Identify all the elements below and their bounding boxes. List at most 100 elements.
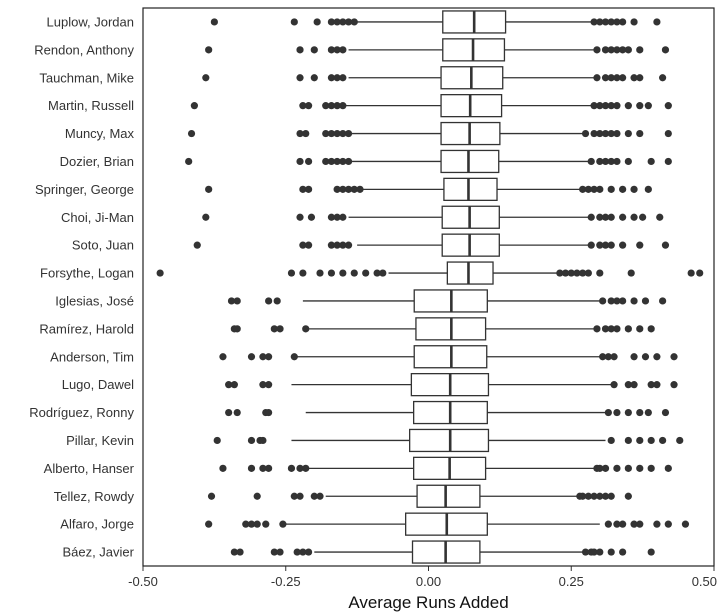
outlier-point xyxy=(613,74,621,82)
outlier-point xyxy=(636,46,644,54)
iqr-box xyxy=(446,261,494,285)
outlier-point xyxy=(333,185,341,193)
outlier-point xyxy=(333,102,341,110)
outlier-point xyxy=(202,74,210,82)
outlier-point xyxy=(607,325,615,333)
outlier-point xyxy=(253,520,261,528)
outlier-point xyxy=(259,436,267,445)
outlier-point xyxy=(205,46,213,54)
outlier-point xyxy=(579,269,587,277)
outlier-point xyxy=(339,129,347,138)
outlier-point xyxy=(607,548,615,556)
outlier-point xyxy=(661,408,670,417)
outlier-point xyxy=(596,18,604,26)
player-label: Anderson, Tim xyxy=(50,349,134,364)
outlier-point xyxy=(299,269,307,277)
outlier-point xyxy=(339,46,347,54)
outlier-point xyxy=(225,408,233,417)
outlier-point xyxy=(607,241,615,249)
box-row xyxy=(227,289,667,313)
outlier-point xyxy=(327,74,336,82)
outlier-point xyxy=(233,408,241,417)
player-label: Tauchman, Mike xyxy=(39,70,134,85)
outlier-point xyxy=(247,464,256,472)
outlier-point xyxy=(253,492,261,500)
outlier-point xyxy=(636,325,644,333)
outlier-point xyxy=(581,129,590,138)
outlier-point xyxy=(604,520,612,528)
outlier-point xyxy=(601,46,610,54)
outlier-point xyxy=(350,269,358,277)
player-label: Luplow, Jordan xyxy=(47,14,134,29)
player-label: Alfaro, Jorge xyxy=(60,517,134,532)
player-label: Choi, Ji-Man xyxy=(61,210,134,225)
player-label: Ramírez, Harold xyxy=(39,321,134,336)
box-row xyxy=(219,456,672,481)
box-row xyxy=(207,484,632,508)
outlier-point xyxy=(290,353,298,361)
outlier-point xyxy=(219,353,227,361)
player-label: Tellez, Rowdy xyxy=(54,489,135,504)
outlier-point xyxy=(647,381,655,389)
outlier-point xyxy=(573,269,581,277)
outlier-point xyxy=(613,325,621,333)
box-row xyxy=(219,345,678,369)
outlier-point xyxy=(607,18,615,26)
x-tick-label: -0.25 xyxy=(271,574,301,589)
outlier-point xyxy=(590,548,598,556)
outlier-point xyxy=(290,492,298,500)
outlier-point xyxy=(630,353,638,361)
outlier-point xyxy=(624,102,632,110)
outlier-point xyxy=(607,297,615,305)
outlier-point xyxy=(596,241,604,249)
box-row xyxy=(187,121,672,146)
outlier-point xyxy=(601,213,610,221)
outlier-point xyxy=(213,436,221,445)
outlier-point xyxy=(601,241,610,249)
outlier-point xyxy=(316,269,324,277)
outlier-point xyxy=(601,18,610,26)
outlier-point xyxy=(647,464,655,472)
outlier-point xyxy=(604,408,612,417)
outlier-point xyxy=(664,129,672,138)
outlier-point xyxy=(619,241,627,249)
outlier-point xyxy=(327,46,336,54)
player-label: Rendon, Anthony xyxy=(34,42,134,57)
box-row xyxy=(202,205,664,229)
x-tick-label: 0.25 xyxy=(559,574,584,589)
player-label: Iglesias, José xyxy=(55,293,134,308)
outlier-point xyxy=(601,325,610,333)
outlier-point xyxy=(647,548,655,556)
outlier-point xyxy=(327,213,336,221)
iqr-box xyxy=(416,484,481,508)
box-row xyxy=(210,10,661,34)
outlier-point xyxy=(639,213,647,221)
outlier-point xyxy=(630,185,638,193)
outlier-point xyxy=(296,74,304,82)
player-label: Lugo, Dawel xyxy=(62,377,134,392)
outlier-point xyxy=(624,464,632,472)
outlier-point xyxy=(247,436,256,445)
outlier-point xyxy=(304,241,313,249)
outlier-point xyxy=(601,492,610,500)
player-label: Springer, George xyxy=(35,182,134,197)
outlier-point xyxy=(624,408,632,417)
outlier-point xyxy=(607,129,615,138)
outlier-point xyxy=(219,464,227,472)
outlier-point xyxy=(607,102,615,110)
outlier-point xyxy=(624,436,632,445)
outlier-point xyxy=(339,102,347,110)
outlier-point xyxy=(333,74,341,82)
outlier-point xyxy=(373,269,381,277)
outlier-point xyxy=(619,520,627,528)
outlier-point xyxy=(202,213,210,221)
outlier-point xyxy=(659,297,667,305)
outlier-point xyxy=(339,18,347,26)
outlier-point xyxy=(185,157,193,166)
outlier-point xyxy=(641,353,650,361)
outlier-point xyxy=(276,325,284,333)
outlier-point xyxy=(627,269,635,277)
outlier-point xyxy=(644,408,652,417)
outlier-point xyxy=(613,46,621,54)
outlier-point xyxy=(205,520,213,528)
